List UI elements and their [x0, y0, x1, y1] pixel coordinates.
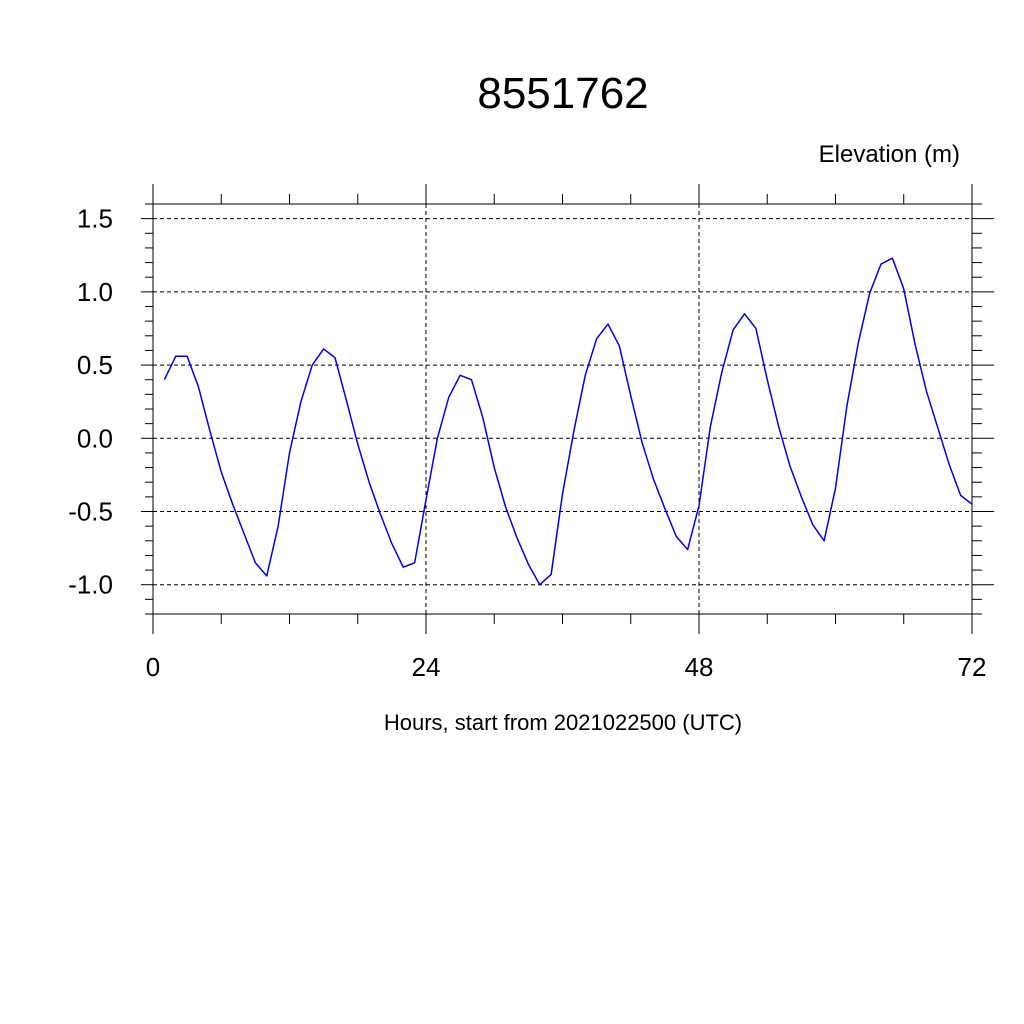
y-tick-label: -1.0 — [68, 570, 113, 600]
x-tick-label: 0 — [146, 652, 160, 682]
units-label: Elevation (m) — [819, 141, 960, 168]
axis-ticks — [141, 184, 994, 634]
y-tick-label: -0.5 — [68, 497, 113, 527]
x-tick-label: 24 — [412, 652, 441, 682]
grid-lines — [153, 204, 972, 614]
y-tick-labels: -1.0 -0.5 0.0 0.5 1.0 1.5 — [68, 204, 113, 600]
y-tick-label: 0.5 — [77, 350, 113, 380]
x-tick-label: 48 — [685, 652, 714, 682]
plot-frame — [152, 203, 973, 615]
x-tick-label: 72 — [958, 652, 987, 682]
series-line — [163, 257, 973, 586]
y-tick-label: 0.0 — [77, 423, 113, 453]
y-tick-label: 1.5 — [77, 204, 113, 234]
x-axis-label: Hours, start from 2021022500 (UTC) — [384, 710, 742, 735]
x-tick-labels: 0 24 48 72 — [146, 652, 987, 682]
y-tick-label: 1.0 — [77, 277, 113, 307]
chart-title: 8551762 — [477, 69, 648, 118]
